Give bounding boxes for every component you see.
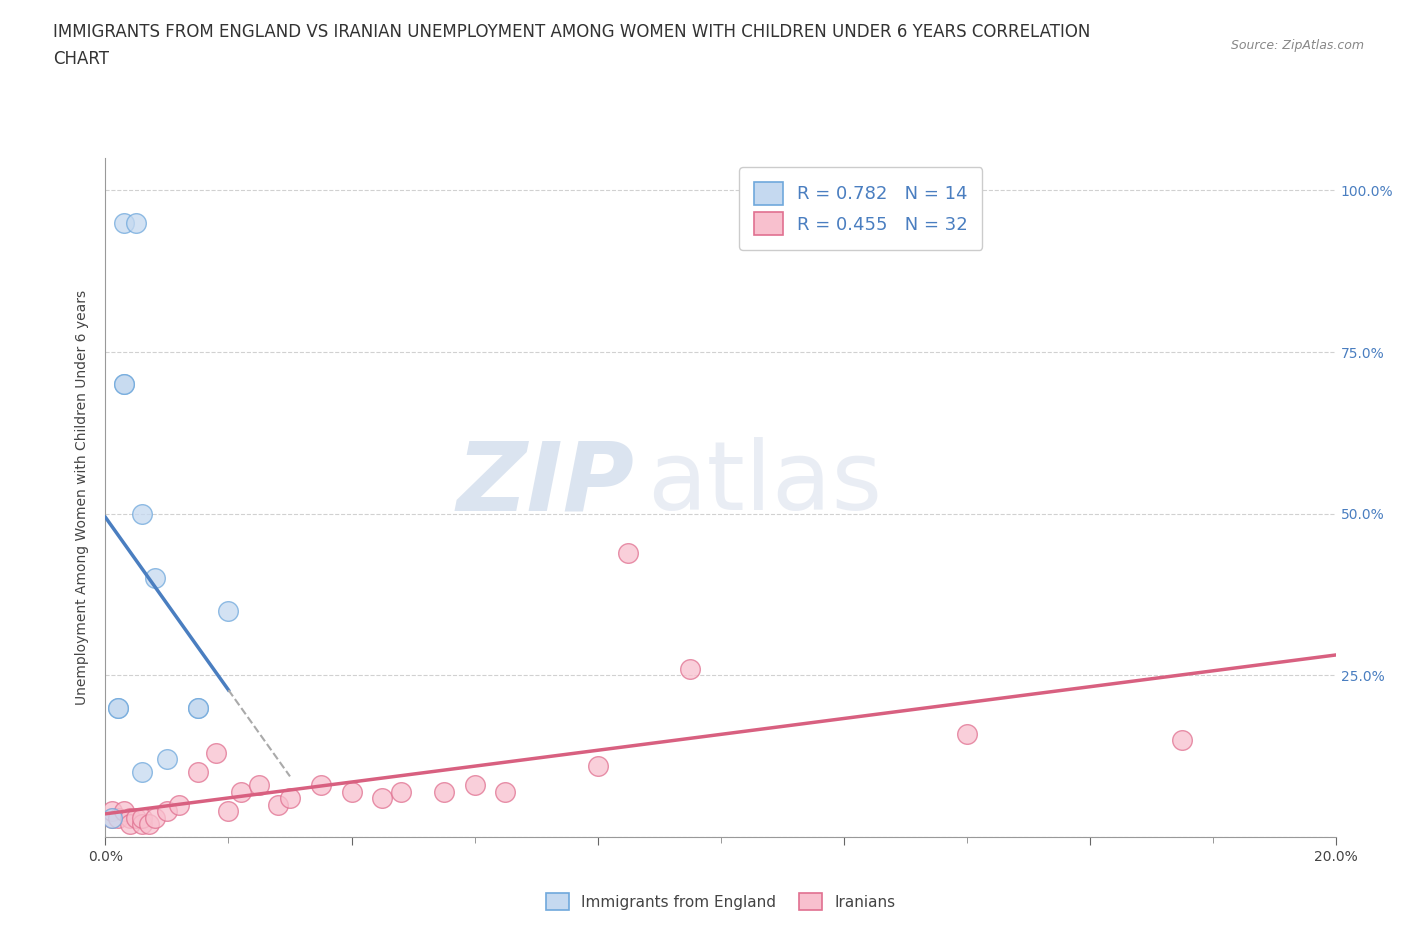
Text: IMMIGRANTS FROM ENGLAND VS IRANIAN UNEMPLOYMENT AMONG WOMEN WITH CHILDREN UNDER : IMMIGRANTS FROM ENGLAND VS IRANIAN UNEMP… bbox=[53, 23, 1091, 41]
Y-axis label: Unemployment Among Women with Children Under 6 years: Unemployment Among Women with Children U… bbox=[76, 290, 90, 705]
Text: ZIP: ZIP bbox=[457, 437, 634, 530]
Point bbox=[100, 810, 122, 825]
Point bbox=[156, 752, 179, 767]
Point bbox=[107, 810, 129, 825]
Point bbox=[107, 700, 129, 715]
Point bbox=[138, 817, 160, 831]
Point bbox=[100, 810, 122, 825]
Text: atlas: atlas bbox=[647, 437, 882, 530]
Point bbox=[267, 797, 290, 812]
Point bbox=[131, 506, 153, 521]
Point bbox=[112, 377, 135, 392]
Point bbox=[371, 790, 394, 805]
Point bbox=[229, 784, 252, 799]
Point bbox=[112, 804, 135, 818]
Text: CHART: CHART bbox=[53, 50, 110, 68]
Text: Source: ZipAtlas.com: Source: ZipAtlas.com bbox=[1230, 39, 1364, 52]
Point bbox=[120, 810, 141, 825]
Point bbox=[131, 817, 153, 831]
Point bbox=[218, 604, 240, 618]
Point bbox=[131, 810, 153, 825]
Point bbox=[143, 571, 166, 586]
Point bbox=[187, 700, 209, 715]
Point bbox=[1171, 733, 1194, 748]
Point bbox=[112, 377, 135, 392]
Point bbox=[389, 784, 412, 799]
Point bbox=[586, 759, 609, 774]
Point bbox=[617, 545, 640, 560]
Point bbox=[679, 661, 702, 676]
Point bbox=[218, 804, 240, 818]
Point bbox=[131, 764, 153, 779]
Point bbox=[125, 216, 148, 231]
Point bbox=[156, 804, 179, 818]
Point bbox=[120, 817, 141, 831]
Point bbox=[247, 777, 270, 792]
Legend: Immigrants from England, Iranians: Immigrants from England, Iranians bbox=[538, 885, 903, 918]
Point bbox=[205, 746, 228, 761]
Point bbox=[278, 790, 301, 805]
Point bbox=[956, 726, 979, 741]
Point bbox=[494, 784, 516, 799]
Point bbox=[464, 777, 486, 792]
Point bbox=[433, 784, 456, 799]
Point bbox=[340, 784, 363, 799]
Point bbox=[125, 810, 148, 825]
Point bbox=[107, 700, 129, 715]
Point bbox=[143, 810, 166, 825]
Point bbox=[309, 777, 332, 792]
Point bbox=[169, 797, 191, 812]
Point bbox=[100, 804, 122, 818]
Point bbox=[187, 700, 209, 715]
Point bbox=[187, 764, 209, 779]
Point bbox=[112, 216, 135, 231]
